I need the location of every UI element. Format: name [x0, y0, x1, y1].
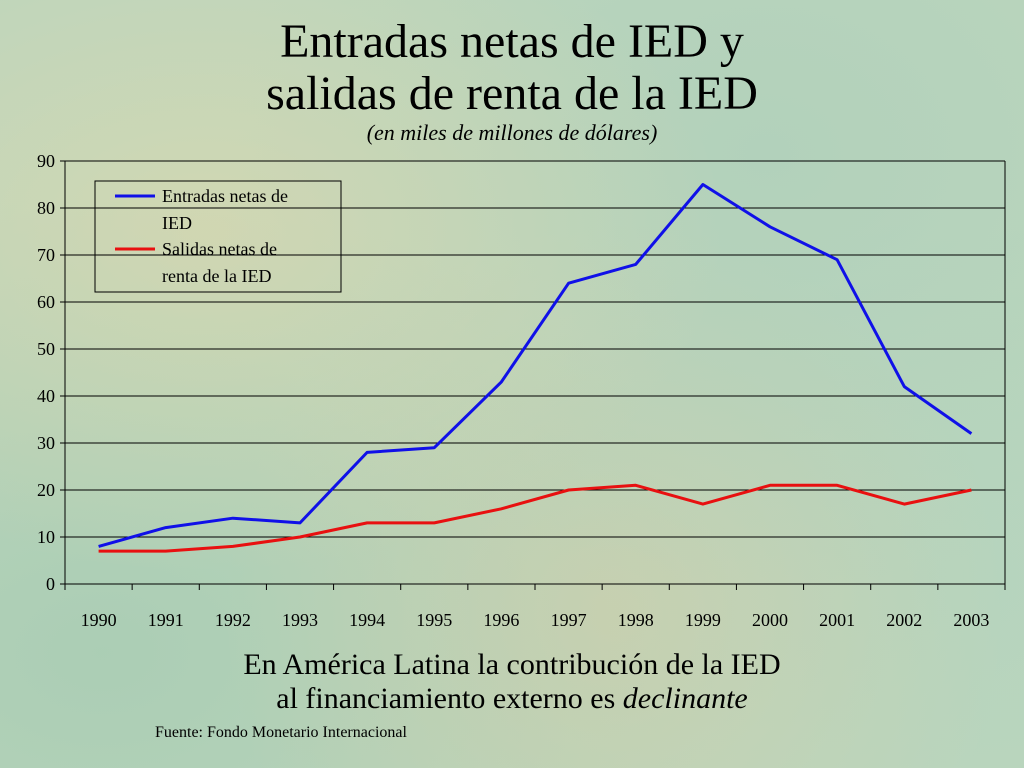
series-line-salidas — [98, 483, 972, 553]
caption-line-2-text: al financiamiento externo es — [276, 682, 623, 715]
line-chart: 0 10 20 30 40 50 60 70 80 90 1990 1991 1992 1993 1994 1… — [37, 151, 1006, 630]
x-tick-label-1996: 1996 — [483, 610, 519, 630]
legend-label-salidas-1: Salidas netas de — [162, 239, 277, 259]
caption-line-1: En América Latina la contribución de la … — [243, 648, 781, 681]
y-tick-label-90: 90 — [37, 151, 55, 171]
y-tick-label-70: 70 — [37, 245, 55, 265]
x-tick-label-2002: 2002 — [886, 610, 922, 630]
source-note: Fuente: Fondo Monetario Internacional — [155, 724, 407, 741]
x-tick-label-1994: 1994 — [349, 610, 385, 630]
x-tick-label-2003: 2003 — [953, 610, 989, 630]
x-tick-label-1992: 1992 — [215, 610, 251, 630]
y-tick-label-50: 50 — [37, 339, 55, 359]
caption-line-2-emphasis: declinante — [622, 682, 748, 715]
legend-label-entradas-1: Entradas netas de — [162, 186, 288, 206]
x-tick-label-1991: 1991 — [148, 610, 184, 630]
series-line-entradas — [98, 183, 973, 548]
x-tick-label-1998: 1998 — [618, 610, 654, 630]
caption-line-2: al financiamiento externo es declinante — [0, 682, 1024, 716]
legend-label-salidas-2: renta de la IED — [162, 266, 271, 286]
y-tick-label-30: 30 — [37, 433, 55, 453]
y-tick-label-0: 0 — [46, 574, 55, 594]
x-tick-label-1990: 1990 — [81, 610, 117, 630]
y-tick-label-60: 60 — [37, 292, 55, 312]
x-tick-label-1995: 1995 — [416, 610, 452, 630]
y-tick-label-20: 20 — [37, 480, 55, 500]
title-line-1: Entradas netas de IED y — [280, 15, 744, 68]
title-line-2: salidas de renta de la IED — [266, 67, 758, 120]
y-tick-label-80: 80 — [37, 198, 55, 218]
x-tick-label-1993: 1993 — [282, 610, 318, 630]
x-tick-label-2000: 2000 — [752, 610, 788, 630]
y-tick-label-40: 40 — [37, 386, 55, 406]
subtitle: (en miles de millones de dólares) — [366, 120, 658, 145]
x-tick-label-1999: 1999 — [685, 610, 721, 630]
y-tick-label-10: 10 — [37, 527, 55, 547]
x-tick-label-1997: 1997 — [551, 610, 587, 630]
x-tick-label-2001: 2001 — [819, 610, 855, 630]
legend-box — [94, 180, 342, 293]
legend-label-entradas-2: IED — [162, 213, 192, 233]
